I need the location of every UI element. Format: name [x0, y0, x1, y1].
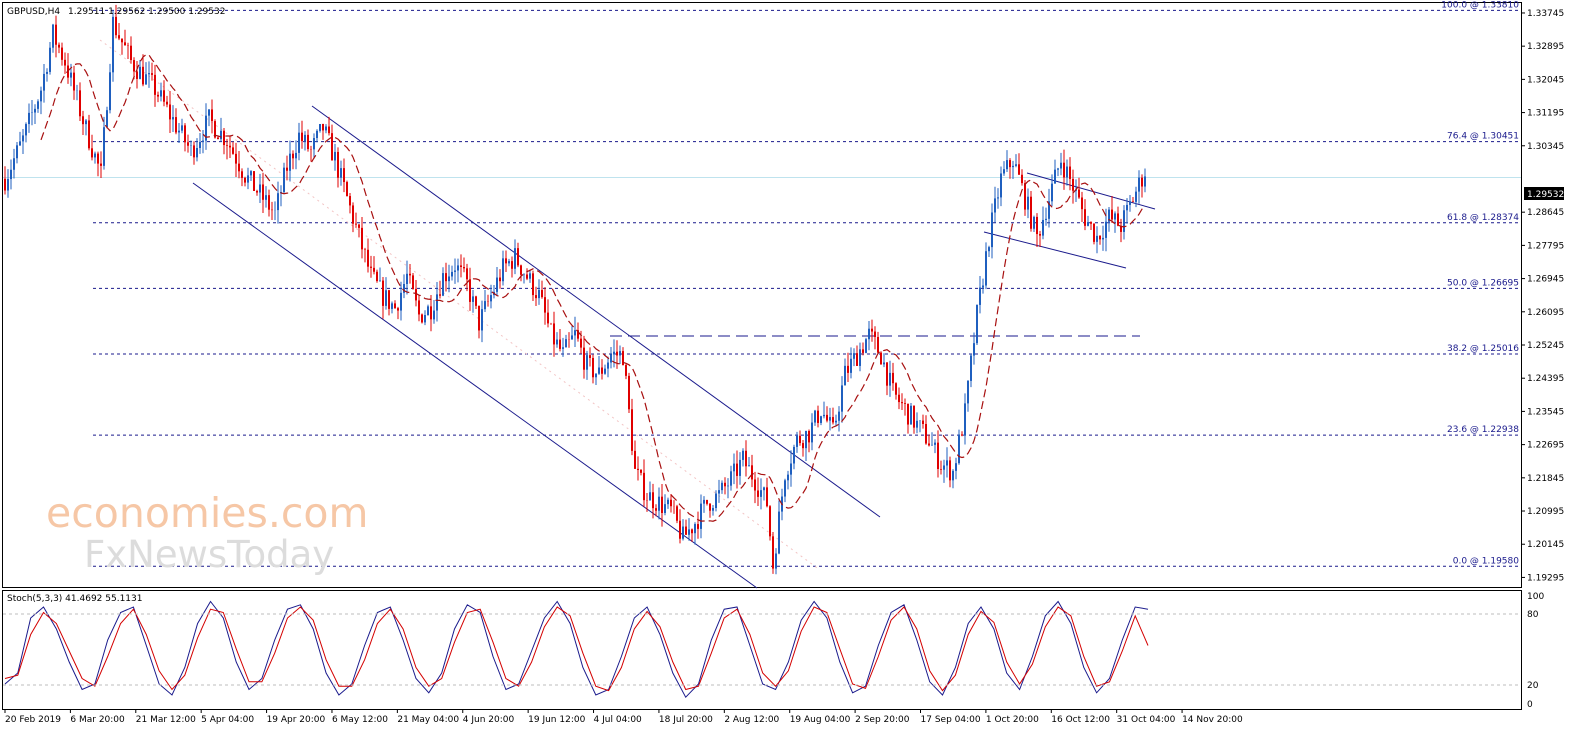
stoch-level-80: 80 — [1527, 610, 1539, 620]
fib-label: 23.6 @ 1.22938 — [1447, 425, 1519, 435]
x-tick-label: 1 Oct 20:00 — [986, 715, 1039, 725]
fib-label: 0.0 @ 1.19580 — [1453, 556, 1520, 566]
y-tick-label: 1.24395 — [1527, 374, 1564, 384]
stochastic-lines — [4, 600, 1149, 699]
y-tick-label: 1.27795 — [1527, 241, 1564, 251]
x-tick-label: 17 Sep 04:00 — [921, 715, 981, 725]
stochastic-signal-line — [4, 606, 1149, 692]
candles — [4, 4, 1146, 575]
moving-average — [40, 54, 1146, 522]
channel-line — [983, 231, 1127, 269]
x-tick-label: 21 May 04:00 — [397, 715, 459, 725]
ohlc-readout: 1.29511 1.29562 1.29500 1.29532 — [68, 7, 225, 17]
main-panel-frame — [2, 2, 1522, 588]
channel-line — [192, 182, 758, 589]
x-tick-label: 2 Aug 12:00 — [724, 715, 779, 725]
x-tick-label: 19 Jun 12:00 — [528, 715, 585, 725]
x-tick-label: 14 Nov 20:00 — [1182, 715, 1243, 725]
fib-label: 38.2 @ 1.25016 — [1447, 344, 1519, 354]
x-tick-label: 6 May 12:00 — [332, 715, 388, 725]
x-tick-label: 21 Mar 12:00 — [136, 715, 196, 725]
fib-label: 76.4 @ 1.30451 — [1447, 132, 1519, 142]
fib-label: 50.0 @ 1.26695 — [1447, 278, 1519, 288]
x-tick-label: 18 Jul 20:00 — [659, 715, 713, 725]
x-tick-label: 2 Sep 20:00 — [855, 715, 910, 725]
y-tick-label: 1.23545 — [1527, 407, 1564, 417]
watermark-line2: FxNewsToday — [84, 533, 334, 576]
y-tick-label: 1.22695 — [1527, 441, 1564, 451]
price-axis: 1.33745 1.32895 1.32045 1.31195 1.30345 1.286… — [1521, 9, 1564, 583]
fibonacci-levels: 100.0 @ 1.33810 76.4 @ 1.30451 61.8 @ 1.28… — [93, 0, 1521, 567]
moving-average-line — [40, 54, 1146, 522]
y-tick-label: 1.26095 — [1527, 308, 1564, 318]
y-tick-label: 1.32045 — [1527, 75, 1564, 85]
stoch-level-100: 100 — [1527, 592, 1544, 602]
y-tick-label: 1.32895 — [1527, 42, 1564, 52]
y-tick-label: 1.31195 — [1527, 109, 1564, 119]
indicator-panel-frame — [2, 590, 1522, 710]
y-tick-label: 1.19295 — [1527, 573, 1564, 583]
x-tick-label: 5 Apr 04:00 — [201, 715, 254, 725]
y-tick-label: 1.26945 — [1527, 275, 1564, 285]
y-tick-label: 1.28645 — [1527, 208, 1564, 218]
channel-line — [311, 105, 881, 518]
current-price-tag — [1524, 187, 1564, 200]
time-axis: 20 Feb 2019 6 Mar 20:00 21 Mar 12:00 5 Apr … — [4, 709, 1243, 725]
symbol-label: GBPUSD,H4 — [7, 7, 60, 17]
stochastic-main-line — [4, 600, 1149, 699]
current-price-label: 1.29532 — [1527, 190, 1564, 200]
stoch-level-0: 0 — [1527, 700, 1533, 710]
channel-lines — [99, 39, 1156, 589]
x-tick-label: 16 Oct 12:00 — [1051, 715, 1110, 725]
x-tick-label: 19 Aug 04:00 — [790, 715, 851, 725]
x-tick-label: 19 Apr 20:00 — [267, 715, 326, 725]
y-tick-label: 1.33745 — [1527, 9, 1564, 19]
y-tick-label: 1.20995 — [1527, 507, 1564, 517]
y-tick-label: 1.30345 — [1527, 142, 1564, 152]
y-tick-label: 1.25245 — [1527, 341, 1564, 351]
x-tick-label: 20 Feb 2019 — [5, 715, 61, 725]
fib-diagonal — [99, 39, 821, 571]
x-tick-label: 4 Jul 04:00 — [594, 715, 643, 725]
stoch-level-20: 20 — [1527, 681, 1539, 691]
stochastic-label: Stoch(5,3,3) 41.4692 55.1131 — [7, 594, 142, 604]
fib-label: 61.8 @ 1.28374 — [1447, 213, 1519, 223]
x-tick-label: 6 Mar 20:00 — [70, 715, 125, 725]
fib-label: 100.0 @ 1.33810 — [1441, 0, 1519, 10]
watermark-line1: economies.com — [46, 489, 368, 537]
x-tick-label: 31 Oct 04:00 — [1117, 715, 1176, 725]
y-tick-label: 1.21845 — [1527, 474, 1564, 484]
y-tick-label: 1.20145 — [1527, 540, 1564, 550]
x-tick-label: 4 Jun 20:00 — [463, 715, 515, 725]
channel-line — [1026, 172, 1156, 210]
